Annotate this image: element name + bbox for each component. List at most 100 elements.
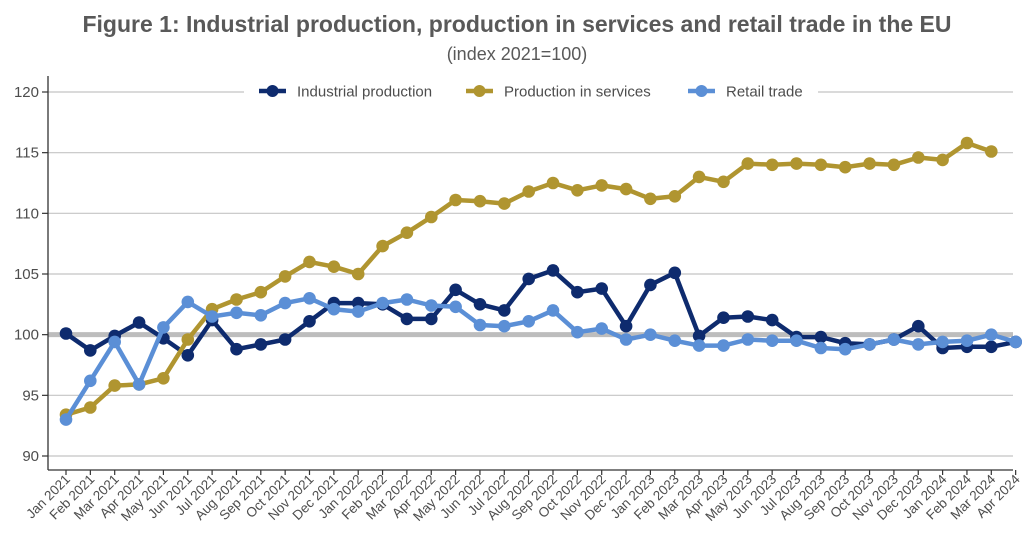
data-point (303, 255, 316, 269)
data-point (108, 379, 121, 392)
data-point (985, 145, 998, 158)
data-point (230, 293, 243, 306)
legend-label: Retail trade (726, 84, 803, 101)
data-point (887, 158, 901, 172)
data-point (425, 312, 438, 326)
series-line (63, 296, 1018, 422)
data-point (425, 299, 438, 312)
legend-item: Industrial production (259, 84, 432, 101)
data-point (765, 158, 779, 172)
y-tick-label: 105 (14, 266, 39, 283)
data-point (132, 316, 146, 329)
data-point (717, 311, 730, 325)
data-point (498, 197, 511, 210)
data-point (181, 295, 195, 309)
y-tick-label: 95 (22, 387, 39, 404)
data-point (84, 374, 97, 388)
data-point (376, 296, 389, 310)
data-point (741, 157, 755, 170)
data-point (814, 330, 828, 344)
legend: Industrial production Production in servi… (244, 78, 818, 104)
grid-layer (48, 91, 1013, 457)
legend-swatch-marker (473, 85, 486, 97)
y-tick-label: 100 (14, 327, 39, 344)
data-point (157, 372, 170, 385)
data-point (912, 319, 925, 333)
y-tick-label: 120 (14, 84, 39, 101)
data-point (449, 193, 462, 207)
data-point (814, 158, 828, 172)
data-point (400, 293, 414, 306)
data-point (790, 157, 803, 170)
data-point (838, 160, 852, 174)
data-point (619, 333, 633, 346)
data-point (595, 179, 608, 192)
data-point (59, 413, 73, 426)
data-point (522, 315, 535, 328)
data-point (205, 310, 219, 323)
data-point (814, 341, 828, 355)
series-retail-trade (59, 292, 1022, 426)
series-line (63, 268, 1018, 358)
data-point (546, 176, 560, 190)
data-point (230, 342, 243, 356)
data-point (400, 226, 414, 239)
data-point (84, 344, 97, 357)
data-point (936, 153, 949, 167)
data-point (838, 342, 852, 356)
data-point (254, 309, 268, 322)
data-point (571, 184, 584, 197)
data-point (985, 340, 998, 354)
series-layer (59, 136, 1022, 426)
data-point (595, 322, 608, 335)
data-point (132, 378, 146, 391)
data-point (1009, 335, 1022, 349)
legend-label: Industrial production (297, 84, 432, 101)
data-point (254, 338, 268, 351)
data-point (936, 335, 949, 349)
data-point (157, 321, 170, 334)
data-point (668, 190, 682, 203)
data-point (765, 334, 779, 348)
data-point (644, 278, 657, 292)
data-point (571, 285, 584, 299)
y-tick-label: 110 (15, 205, 39, 222)
data-point (668, 266, 682, 280)
data-point (863, 157, 876, 170)
data-point (84, 401, 97, 414)
data-point (108, 335, 121, 349)
chart-subtitle: (index 2021=100) (447, 44, 588, 64)
data-point (254, 285, 268, 299)
data-point (912, 338, 925, 351)
data-point (692, 170, 706, 184)
data-point (595, 282, 608, 295)
data-point (619, 319, 633, 333)
data-point (522, 272, 535, 286)
legend-item: Production in services (466, 84, 651, 101)
data-point (741, 310, 755, 323)
data-point (351, 305, 365, 318)
legend-label: Production in services (504, 84, 651, 101)
data-point (522, 185, 535, 198)
data-point (181, 349, 195, 362)
legend-swatch-marker (266, 85, 279, 97)
data-point (498, 319, 511, 333)
data-point (960, 136, 974, 150)
data-point (425, 210, 438, 224)
legend-background (244, 78, 818, 104)
data-point (887, 333, 901, 346)
data-point (278, 270, 292, 283)
data-point (327, 260, 341, 274)
data-point (985, 328, 998, 342)
data-point (59, 327, 73, 340)
data-point (351, 267, 365, 281)
data-point (400, 312, 414, 326)
data-point (278, 296, 292, 310)
data-point (498, 304, 511, 317)
data-point (473, 194, 487, 208)
data-point (303, 315, 316, 328)
data-point (303, 292, 316, 305)
data-point (278, 333, 292, 346)
legend-item: Retail trade (688, 84, 803, 101)
